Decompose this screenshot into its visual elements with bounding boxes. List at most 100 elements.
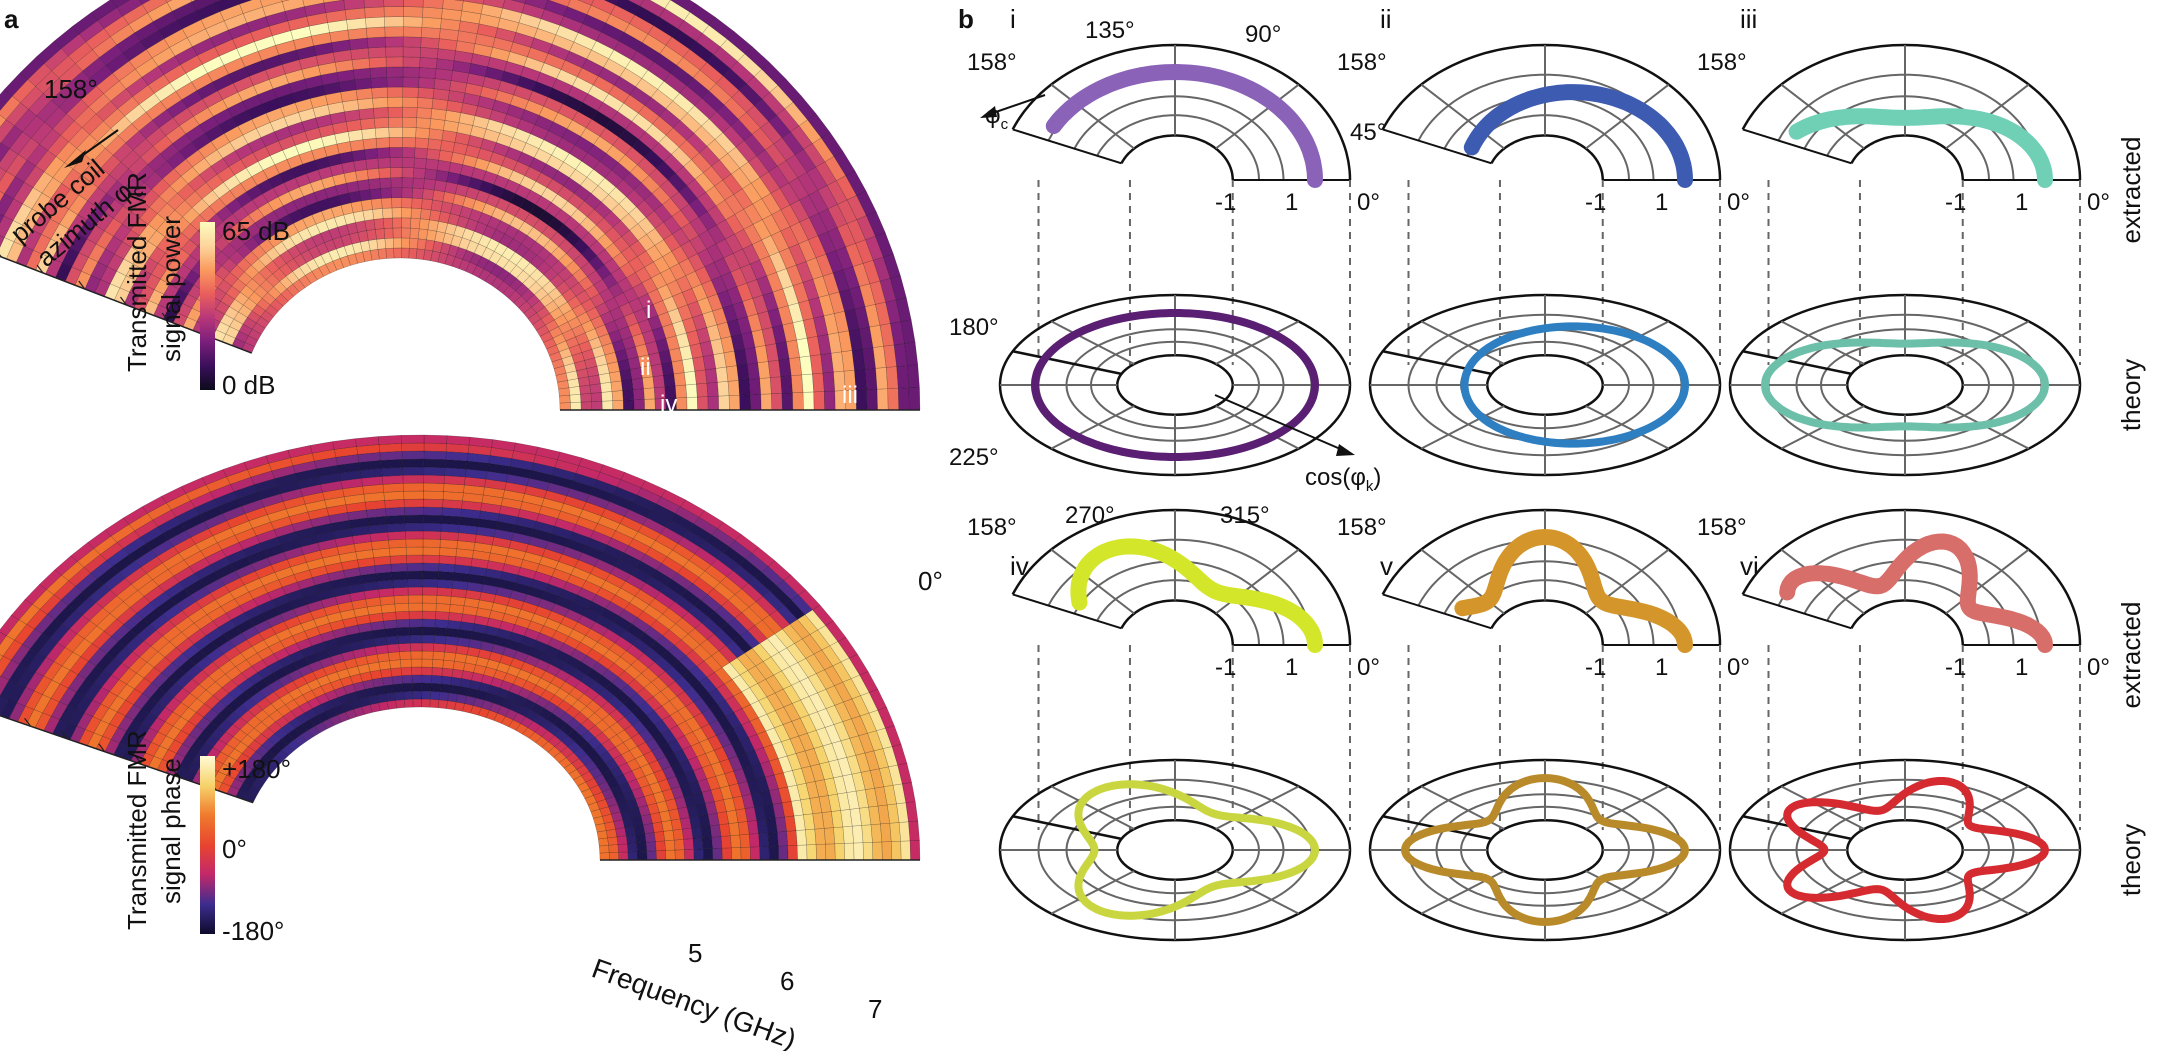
- fan-cell: [383, 0, 404, 8]
- fan-cell: [391, 675, 403, 685]
- fan-cell: [781, 392, 794, 411]
- fan-cell: [672, 828, 684, 841]
- fan-cell: [414, 147, 428, 159]
- fan-cell: [864, 368, 878, 390]
- fan-cell: [399, 650, 412, 660]
- angle-label-90: 90°: [1245, 21, 1281, 48]
- half-inner-arc: [1850, 599, 1965, 646]
- half-inner-arc: [1490, 599, 1605, 646]
- fan-cell: [401, 147, 416, 159]
- fan-cell: [645, 841, 657, 852]
- fan-cell: [644, 832, 656, 843]
- fan-cell: [813, 391, 825, 411]
- fan-cell: [401, 207, 412, 219]
- fan-cell: [600, 381, 613, 393]
- fan-cell: [401, 157, 415, 169]
- mode-label-vi: vi: [868, 497, 885, 524]
- fan-cell: [363, 0, 385, 9]
- fan-cell: [409, 618, 423, 628]
- fan-cell: [591, 400, 603, 411]
- cos-phi-k-label: cos(φk): [1305, 464, 1381, 495]
- fan-cell: [415, 248, 426, 260]
- mode-id-label: v: [1380, 551, 1393, 581]
- fan-cell: [392, 586, 409, 597]
- fan-cell: [443, 651, 457, 662]
- fan-cell: [422, 188, 435, 201]
- fan-cell: [402, 56, 421, 68]
- fan-cell: [652, 375, 666, 388]
- fan-cell: [445, 635, 459, 646]
- fan-cell: [876, 388, 889, 411]
- angle-158-label: 158°: [44, 74, 98, 104]
- fan-cell: [402, 474, 424, 484]
- fan-cell: [438, 563, 456, 573]
- fan-cell: [417, 228, 429, 240]
- fan-cell: [423, 466, 446, 476]
- fan-cell: [824, 390, 836, 411]
- fan-cell: [404, 514, 424, 524]
- fan-cell: [410, 658, 423, 668]
- fan-cell: [409, 634, 423, 644]
- fan-cell: [383, 619, 398, 630]
- fan-cell: [407, 578, 423, 588]
- fan-cell: [355, 169, 369, 182]
- fan-cell: [405, 546, 424, 556]
- fan-cell: [880, 822, 892, 843]
- fan-cell: [739, 833, 751, 848]
- fan-cell: [384, 16, 404, 28]
- fan-cell: [409, 227, 420, 239]
- fan-cell: [769, 376, 783, 395]
- fan-cell: [907, 364, 920, 389]
- half-spoke: [1012, 593, 1122, 630]
- fan-cell: [410, 642, 423, 652]
- fan-cell: [391, 207, 402, 219]
- fan-cell: [637, 850, 648, 861]
- fan-cell: [421, 674, 433, 684]
- fan-cell: [633, 399, 645, 411]
- fan-cell: [412, 698, 422, 708]
- angle-label-0: 0°: [1727, 654, 1750, 681]
- fan-cell: [393, 594, 409, 605]
- fan-cell: [386, 66, 404, 78]
- angle-label-225: 225°: [949, 444, 999, 471]
- fan-cell: [767, 831, 779, 847]
- fan-cell: [385, 635, 399, 646]
- mode-id-label: vi: [1740, 551, 1759, 581]
- fan-cell: [420, 26, 441, 39]
- fan-cell: [415, 117, 432, 129]
- fan-cell: [728, 394, 741, 411]
- fan-cell: [646, 850, 657, 861]
- fan-cell: [730, 834, 742, 849]
- fan-cell: [700, 825, 712, 839]
- fan-cell: [421, 650, 434, 660]
- angle-label-0: 0°: [2087, 189, 2110, 216]
- fan-cell: [434, 627, 448, 637]
- mode-id-label: iii: [1740, 4, 1757, 34]
- fan-cell: [898, 387, 910, 411]
- fan-cell: [706, 381, 719, 397]
- fan-cell: [431, 667, 443, 677]
- fan-cell: [802, 391, 815, 411]
- fan-cell: [421, 666, 433, 676]
- fan-cell: [438, 555, 457, 565]
- fan-cell: [366, 168, 380, 180]
- fan-cell: [381, 475, 404, 485]
- mode-panel-vi: vi 158° -1 1 0°: [1697, 508, 2110, 942]
- fan-cell: [380, 187, 392, 199]
- fan-cell: [425, 158, 439, 171]
- fan-cell: [422, 0, 444, 9]
- fan-cell: [379, 595, 395, 606]
- fan-cell: [715, 366, 729, 383]
- half-grid-arc: [1803, 95, 2015, 181]
- fan-cell: [389, 157, 403, 168]
- fan-cell: [385, 247, 395, 259]
- fan-cell: [777, 831, 789, 847]
- fan-cell: [421, 698, 431, 708]
- fan-cell: [416, 97, 434, 109]
- fan-cell: [601, 400, 614, 411]
- fan-cell: [664, 839, 676, 851]
- fan-cell: [430, 683, 442, 693]
- fan-cell: [736, 363, 750, 381]
- radial-tick-1: 1: [1655, 189, 1668, 216]
